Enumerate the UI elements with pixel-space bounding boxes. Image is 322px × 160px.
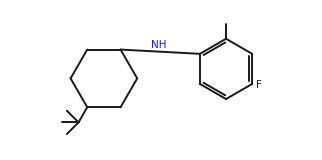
- Text: NH: NH: [151, 40, 166, 50]
- Text: F: F: [256, 80, 262, 90]
